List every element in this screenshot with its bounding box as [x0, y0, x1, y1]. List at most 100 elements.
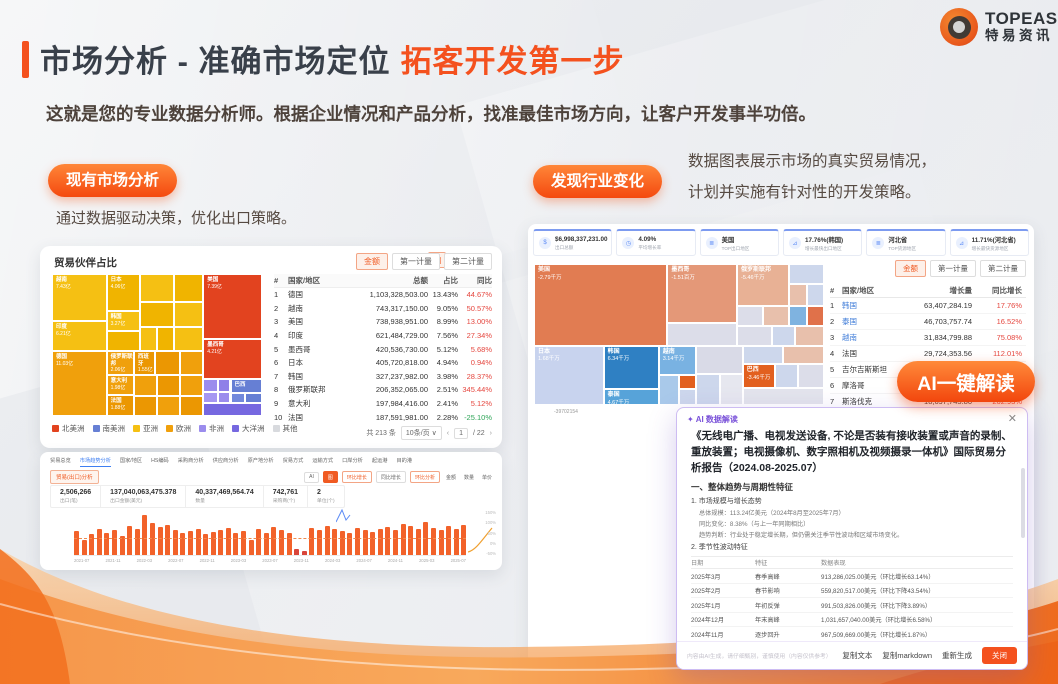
kpi-card: ≣ 河北省 TOP货源地区: [866, 229, 946, 256]
cell-country: 日本: [288, 358, 303, 368]
axis-label: 150%: [485, 510, 496, 515]
dashboard-tabs: 贸易总览 市场趋势分析 国家/地区 HS编码 采购商分析 供应商分析 原产地分析 贸易方式 运输…: [50, 457, 412, 467]
cell-rank: 6: [274, 358, 279, 368]
kpi-value: 4.09%: [638, 236, 657, 243]
dash-tab-起运港[interactable]: 起运港: [371, 458, 388, 464]
column-header: 占比: [443, 276, 458, 285]
dash-tab-口岸分析[interactable]: 口岸分析: [342, 458, 363, 464]
page-size-select[interactable]: 10条/页 ∨: [400, 426, 442, 440]
treemap-cell: 韩国 6.34千万: [603, 345, 659, 390]
dash-tab-供应商分析[interactable]: 供应商分析: [212, 458, 239, 464]
treemap-cell-name: 越南: [662, 348, 675, 355]
treemap-cell: [771, 326, 795, 346]
partner-table: # 国家/地区 总额 占比 同比 1 德国 1,103,328,503.00 13.43% 44.…: [274, 274, 492, 424]
tab-第一计量[interactable]: 第一计量: [392, 253, 440, 270]
dash-tab-HS编码[interactable]: HS编码: [151, 458, 169, 464]
legend-swatch: [232, 425, 239, 432]
prev-page-icon[interactable]: ‹: [446, 429, 450, 437]
popup-button-复制文本[interactable]: 复制文本: [842, 651, 873, 660]
legend-label: 亚洲: [143, 424, 158, 433]
cell-rank: 7: [830, 397, 835, 406]
table-row: 9 意大利 197,984,416.00 2.41% 5.12%: [274, 397, 492, 411]
bar: [241, 531, 247, 555]
cell-rank: 2: [274, 303, 279, 313]
toggle-数量[interactable]: 数量: [463, 474, 474, 481]
control-AI[interactable]: AI: [304, 471, 319, 483]
next-page-icon[interactable]: ›: [489, 429, 492, 437]
sparkle-icon: ✦: [687, 415, 694, 424]
toggle-金额[interactable]: 金额: [445, 474, 456, 481]
cell-country[interactable]: 越南: [842, 333, 857, 342]
treemap-cell: [797, 364, 824, 389]
treemap-cell-value: 4.67千万: [607, 399, 630, 405]
dash-tab-目的港[interactable]: 目的港: [396, 458, 413, 464]
treemap-cell: [789, 264, 824, 284]
treemap-cell-name: 美国: [207, 277, 219, 283]
cell-country[interactable]: 韩国: [842, 301, 857, 310]
treemap-cell: [203, 391, 218, 404]
cell-country: 法国: [288, 412, 303, 422]
cell-country: 吉尔吉斯斯坦: [842, 365, 887, 374]
bar: [74, 530, 79, 555]
tab-第二计量[interactable]: 第二计量: [980, 260, 1026, 277]
control-同比增长[interactable]: 同比增长: [375, 471, 406, 483]
tab-金额[interactable]: 金额: [356, 253, 388, 270]
dash-tab-采购商分析[interactable]: 采购商分析: [177, 458, 204, 464]
column-header: 数据表现: [821, 560, 846, 568]
treemap-cell-name: 墨西哥: [671, 267, 690, 273]
x-label: 2022-11: [199, 558, 215, 563]
dash-tab-贸易方式[interactable]: 贸易方式: [282, 458, 304, 464]
toggle-单价[interactable]: 单价: [481, 474, 492, 481]
dash-tab-国家/地区[interactable]: 国家/地区: [119, 458, 143, 464]
analysis-type-button[interactable]: 贸易(出口)分析: [50, 470, 99, 484]
bar: [187, 531, 193, 555]
tab-第二计量[interactable]: 第二计量: [444, 253, 492, 270]
treemap-cell-value: 11.03亿: [56, 360, 74, 367]
tab-金额[interactable]: 金额: [895, 260, 926, 277]
cell-country: 越南: [288, 303, 303, 313]
cell-rank: 10: [274, 412, 283, 422]
dash-tab-贸易总览[interactable]: 贸易总览: [50, 458, 71, 464]
cell-total: 206,352,065.00: [375, 385, 428, 395]
monthly-bar-chart: [74, 512, 467, 556]
close-icon[interactable]: ✕: [1007, 413, 1017, 425]
current-page[interactable]: 1: [454, 427, 468, 439]
treemap-cell: [783, 345, 824, 365]
cell-country[interactable]: 泰国: [842, 317, 857, 326]
dash-tab-运输方式[interactable]: 运输方式: [312, 458, 334, 464]
control-图[interactable]: 图: [322, 471, 338, 483]
treemap-cell-name: 印度: [56, 323, 68, 330]
tab-第一计量[interactable]: 第一计量: [930, 260, 976, 277]
ai-explain-button[interactable]: AI一键解读: [897, 361, 1035, 402]
cell-rank: 2: [830, 317, 835, 326]
dash-tab-原产地分析[interactable]: 原产地分析: [247, 458, 274, 464]
page-title-main: 市场分析 - 准确市场定位: [40, 44, 391, 79]
legend-item: 欧洲: [166, 423, 191, 434]
popup-button-复制markdown[interactable]: 复制markdown: [882, 651, 932, 660]
popup-title: ✦ AI 数据解读: [687, 415, 738, 424]
treemap-cell-value: -2.79千万: [538, 274, 562, 281]
cell-yoy: 28.37%: [466, 371, 492, 381]
treemap-cell: 美国 7.39亿: [203, 274, 262, 340]
control-环比增长[interactable]: 环比增长: [341, 471, 372, 483]
partner-treemap: 越南 7.43亿 印度 6.21亿 日本 4.06亿 韩国 3.27亿 美国 7.39亿 墨西哥 4.…: [52, 274, 262, 416]
popup-button-重新生成[interactable]: 重新生成: [942, 651, 972, 660]
report-lines: 总体规模：113.24亿美元（2024年8月至2025年7月） 同比变化：8.38…: [691, 508, 1013, 539]
scrollbar[interactable]: [1021, 468, 1025, 538]
treemap-cell-name: 越南: [56, 277, 68, 283]
cell-yoy: 0.94%: [470, 358, 492, 368]
table-row: 3 越南 31,834,799.88 75.08%: [830, 330, 1026, 346]
dash-tab-市场趋势分析[interactable]: 市场趋势分析: [79, 457, 111, 467]
popup-close-button[interactable]: 关闭: [982, 647, 1017, 664]
kpi-value: 河北省: [888, 237, 908, 244]
stat-label: 出口(笔): [60, 499, 78, 504]
report-detail-line: 趋势判断：行业处于稳定增长期，但仍需关注季节性波动和区域市场变化。: [699, 532, 904, 540]
bar: [332, 529, 338, 555]
cell: 年末高峰: [755, 617, 780, 624]
bar: [309, 528, 315, 555]
control-环比分析[interactable]: 环比分析: [409, 471, 440, 483]
treemap-cell: [106, 330, 141, 351]
bar: [430, 527, 436, 555]
chart-icon: ⊿: [955, 237, 968, 250]
bar: [294, 549, 300, 555]
